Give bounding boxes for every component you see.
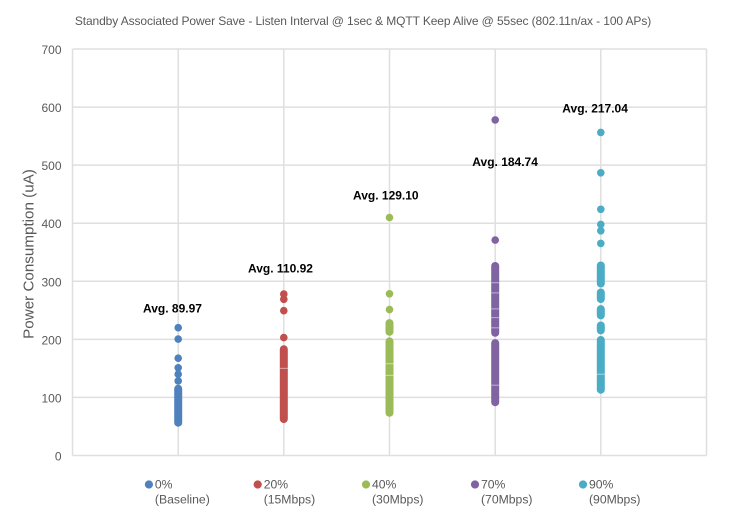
svg-text:(90Mbps): (90Mbps) [589, 493, 640, 507]
svg-text:(70Mbps): (70Mbps) [481, 493, 532, 507]
svg-text:0%: 0% [155, 478, 173, 492]
svg-text:Avg. 110.92: Avg. 110.92 [248, 261, 313, 275]
svg-text:Standby Associated Power Save: Standby Associated Power Save - Listen I… [75, 14, 651, 28]
svg-text:20%: 20% [264, 478, 289, 492]
svg-text:(30Mbps): (30Mbps) [372, 493, 423, 507]
svg-text:Avg. 184.74: Avg. 184.74 [472, 155, 538, 169]
svg-text:Power Consumption (uA): Power Consumption (uA) [21, 169, 38, 339]
svg-text:200: 200 [41, 333, 61, 347]
svg-text:600: 600 [41, 101, 61, 115]
svg-text:300: 300 [41, 275, 61, 289]
svg-text:400: 400 [41, 217, 61, 231]
svg-text:0: 0 [55, 450, 62, 464]
svg-text:(Baseline): (Baseline) [155, 493, 210, 507]
svg-text:(15Mbps): (15Mbps) [264, 493, 315, 507]
svg-text:100: 100 [41, 391, 61, 405]
svg-text:Avg. 89.97: Avg. 89.97 [143, 301, 202, 315]
svg-text:40%: 40% [372, 478, 397, 492]
svg-text:90%: 90% [589, 478, 614, 492]
svg-text:Avg. 129.10: Avg. 129.10 [353, 189, 419, 203]
svg-text:Avg. 217.04: Avg. 217.04 [562, 102, 628, 116]
svg-text:70%: 70% [481, 478, 506, 492]
svg-text:700: 700 [41, 43, 61, 57]
svg-text:500: 500 [41, 159, 61, 173]
